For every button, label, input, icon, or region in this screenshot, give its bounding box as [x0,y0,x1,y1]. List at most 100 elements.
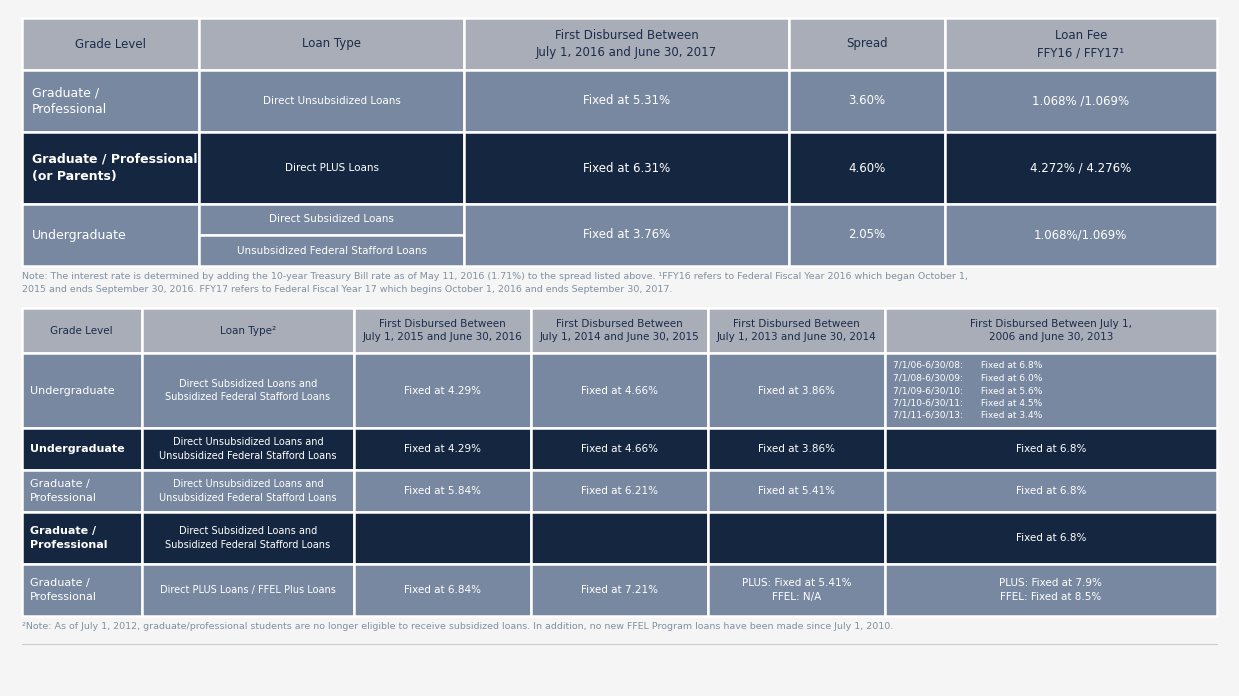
Text: Fixed at 6.8%: Fixed at 6.8% [1016,444,1087,454]
FancyBboxPatch shape [465,18,789,70]
FancyBboxPatch shape [532,353,707,428]
FancyBboxPatch shape [199,18,465,70]
Text: Undergraduate: Undergraduate [32,228,126,242]
FancyBboxPatch shape [141,428,354,470]
FancyBboxPatch shape [354,353,532,428]
FancyBboxPatch shape [199,70,465,132]
Text: Undergraduate: Undergraduate [30,444,125,454]
FancyBboxPatch shape [354,470,532,512]
Text: First Disbursed Between
July 1, 2015 and June 30, 2016: First Disbursed Between July 1, 2015 and… [363,319,523,342]
Text: Direct Subsidized Loans and
Subsidized Federal Stafford Loans: Direct Subsidized Loans and Subsidized F… [165,379,331,402]
Text: Graduate / Professional
(or Parents): Graduate / Professional (or Parents) [32,153,197,183]
Text: Fixed at 7.21%: Fixed at 7.21% [581,585,658,595]
Text: Loan Fee
FFY16 / FFY17¹: Loan Fee FFY16 / FFY17¹ [1037,29,1124,59]
Text: Fixed at 6.21%: Fixed at 6.21% [581,486,658,496]
Text: First Disbursed Between
July 1, 2016 and June 30, 2017: First Disbursed Between July 1, 2016 and… [536,29,717,59]
Text: 2.05%: 2.05% [849,228,886,242]
Text: Graduate /
Professional: Graduate / Professional [32,86,108,116]
FancyBboxPatch shape [789,70,944,132]
Text: 1.068%/1.069%: 1.068%/1.069% [1035,228,1127,242]
Text: 4.272% / 4.276%: 4.272% / 4.276% [1030,161,1131,175]
FancyBboxPatch shape [141,308,354,353]
FancyBboxPatch shape [885,512,1217,564]
FancyBboxPatch shape [789,18,944,70]
FancyBboxPatch shape [707,470,885,512]
FancyBboxPatch shape [22,204,199,266]
Text: Loan Type: Loan Type [302,38,361,51]
Text: Fixed at 5.31%: Fixed at 5.31% [584,95,670,107]
Text: Fixed at 4.29%: Fixed at 4.29% [404,444,481,454]
FancyBboxPatch shape [532,564,707,616]
FancyBboxPatch shape [707,353,885,428]
Text: 3.60%: 3.60% [849,95,886,107]
Text: Graduate /
Professional: Graduate / Professional [30,526,108,550]
Text: Fixed at 6.8%: Fixed at 6.8% [1016,486,1087,496]
Text: Grade Level: Grade Level [74,38,146,51]
Text: Undergraduate: Undergraduate [30,386,115,395]
FancyBboxPatch shape [944,70,1217,132]
FancyBboxPatch shape [944,204,1217,266]
Text: 1.068% /1.069%: 1.068% /1.069% [1032,95,1129,107]
Text: Direct Unsubsidized Loans and
Unsubsidized Federal Stafford Loans: Direct Unsubsidized Loans and Unsubsidiz… [159,437,337,461]
Text: First Disbursed Between July 1,
2006 and June 30, 2013: First Disbursed Between July 1, 2006 and… [970,319,1132,342]
FancyBboxPatch shape [944,132,1217,204]
Text: Fixed at 5.84%: Fixed at 5.84% [404,486,481,496]
FancyBboxPatch shape [532,512,707,564]
FancyBboxPatch shape [199,204,465,235]
Text: Fixed at 4.66%: Fixed at 4.66% [581,444,658,454]
Text: Direct PLUS Loans / FFEL Plus Loans: Direct PLUS Loans / FFEL Plus Loans [160,585,336,595]
FancyBboxPatch shape [707,512,885,564]
FancyBboxPatch shape [789,204,944,266]
FancyBboxPatch shape [465,204,789,266]
FancyBboxPatch shape [707,564,885,616]
FancyBboxPatch shape [944,18,1217,70]
FancyBboxPatch shape [354,308,532,353]
Text: Unsubsidized Federal Stafford Loans: Unsubsidized Federal Stafford Loans [237,246,426,255]
Text: Loan Type²: Loan Type² [219,326,276,335]
Text: Fixed at 4.29%: Fixed at 4.29% [404,386,481,395]
Text: Graduate /
Professional: Graduate / Professional [30,578,97,601]
Text: First Disbursed Between
July 1, 2014 and June 30, 2015: First Disbursed Between July 1, 2014 and… [540,319,699,342]
FancyBboxPatch shape [707,428,885,470]
Text: Direct Unsubsidized Loans: Direct Unsubsidized Loans [263,96,400,106]
FancyBboxPatch shape [885,308,1217,353]
Text: Direct Subsidized Loans: Direct Subsidized Loans [269,214,394,225]
Text: Direct Unsubsidized Loans and
Unsubsidized Federal Stafford Loans: Direct Unsubsidized Loans and Unsubsidiz… [159,480,337,503]
FancyBboxPatch shape [707,308,885,353]
FancyBboxPatch shape [22,428,141,470]
FancyBboxPatch shape [885,428,1217,470]
FancyBboxPatch shape [354,428,532,470]
FancyBboxPatch shape [465,70,789,132]
Text: Spread: Spread [846,38,887,51]
FancyBboxPatch shape [22,132,199,204]
Text: PLUS: Fixed at 7.9%
FFEL: Fixed at 8.5%: PLUS: Fixed at 7.9% FFEL: Fixed at 8.5% [1000,578,1103,601]
FancyBboxPatch shape [199,132,465,204]
FancyBboxPatch shape [22,512,141,564]
Text: First Disbursed Between
July 1, 2013 and June 30, 2014: First Disbursed Between July 1, 2013 and… [716,319,876,342]
Text: ²Note: As of July 1, 2012, graduate/professional students are no longer eligible: ²Note: As of July 1, 2012, graduate/prof… [22,622,893,631]
Text: Direct Subsidized Loans and
Subsidized Federal Stafford Loans: Direct Subsidized Loans and Subsidized F… [165,526,331,550]
FancyBboxPatch shape [22,564,141,616]
Text: Fixed at 3.76%: Fixed at 3.76% [584,228,670,242]
Text: Fixed at 6.31%: Fixed at 6.31% [584,161,670,175]
Text: 4.60%: 4.60% [849,161,886,175]
FancyBboxPatch shape [532,308,707,353]
FancyBboxPatch shape [354,564,532,616]
FancyBboxPatch shape [885,353,1217,428]
FancyBboxPatch shape [141,512,354,564]
Text: Fixed at 3.86%: Fixed at 3.86% [758,444,835,454]
FancyBboxPatch shape [141,470,354,512]
FancyBboxPatch shape [532,428,707,470]
FancyBboxPatch shape [885,470,1217,512]
Text: Fixed at 4.66%: Fixed at 4.66% [581,386,658,395]
Text: Graduate /
Professional: Graduate / Professional [30,480,97,503]
FancyBboxPatch shape [885,564,1217,616]
Text: Fixed at 6.8%: Fixed at 6.8% [1016,533,1087,543]
FancyBboxPatch shape [354,512,532,564]
Text: PLUS: Fixed at 5.41%
FFEL: N/A: PLUS: Fixed at 5.41% FFEL: N/A [742,578,851,601]
Text: Direct PLUS Loans: Direct PLUS Loans [285,163,378,173]
FancyBboxPatch shape [789,132,944,204]
FancyBboxPatch shape [199,235,465,266]
Text: Note: The interest rate is determined by adding the 10-year Treasury Bill rate a: Note: The interest rate is determined by… [22,272,968,294]
FancyBboxPatch shape [22,470,141,512]
